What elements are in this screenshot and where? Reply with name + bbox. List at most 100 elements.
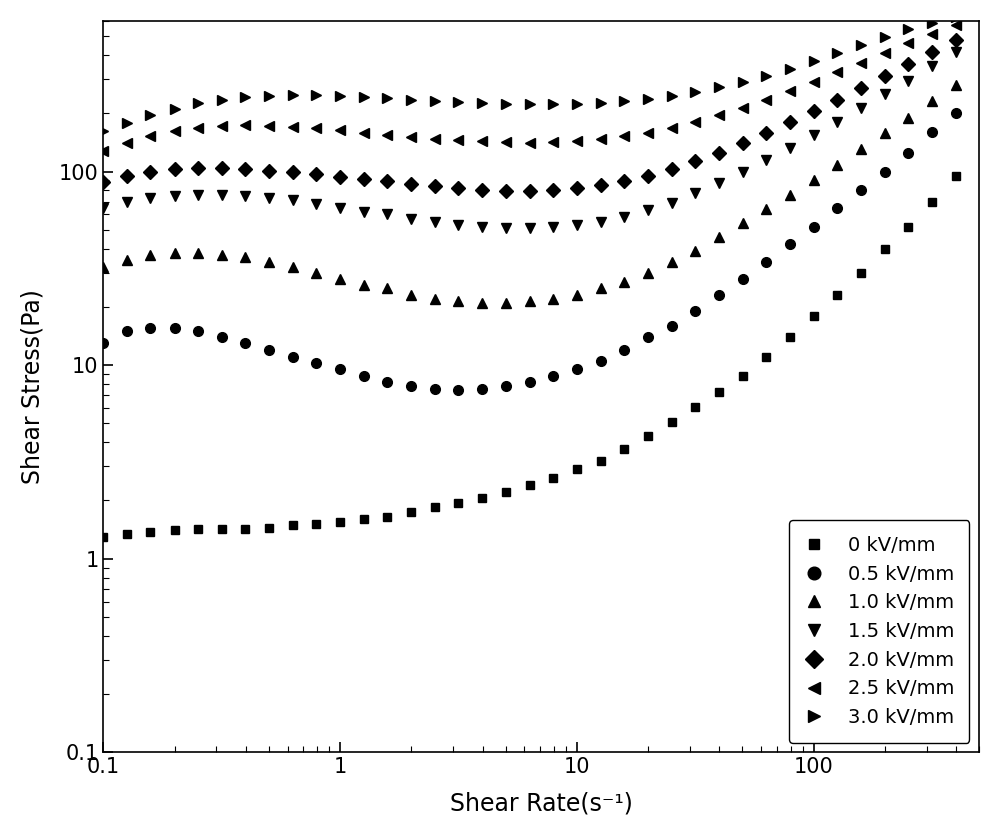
- 2.5 kV/mm: [121, 138, 133, 148]
- 3.0 kV/mm: [169, 104, 181, 115]
- 2.0 kV/mm: [169, 164, 181, 174]
- 1.0 kV/mm: [405, 290, 417, 300]
- 3.0 kV/mm: [216, 94, 228, 104]
- 0 kV/mm: [144, 527, 156, 537]
- 0 kV/mm: [571, 464, 583, 474]
- 2.5 kV/mm: [429, 134, 441, 144]
- 3.0 kV/mm: [784, 64, 796, 74]
- 2.0 kV/mm: [595, 181, 607, 191]
- 1.0 kV/mm: [381, 283, 393, 293]
- 3.0 kV/mm: [855, 40, 867, 50]
- 1.5 kV/mm: [689, 188, 701, 198]
- 2.5 kV/mm: [263, 121, 275, 131]
- 1.5 kV/mm: [263, 193, 275, 203]
- 3.0 kV/mm: [287, 90, 299, 100]
- 0.5 kV/mm: [192, 326, 204, 336]
- 2.0 kV/mm: [666, 164, 678, 174]
- 2.5 kV/mm: [334, 125, 346, 135]
- 1.0 kV/mm: [216, 250, 228, 260]
- 2.5 kV/mm: [169, 126, 181, 136]
- 2.5 kV/mm: [405, 132, 417, 142]
- 0 kV/mm: [831, 290, 843, 300]
- 0.5 kV/mm: [334, 364, 346, 375]
- 3.0 kV/mm: [452, 97, 464, 107]
- 1.5 kV/mm: [216, 190, 228, 200]
- 2.5 kV/mm: [595, 134, 607, 144]
- 2.5 kV/mm: [192, 123, 204, 133]
- 1.0 kV/mm: [902, 113, 914, 123]
- 1.0 kV/mm: [642, 268, 654, 278]
- 0.5 kV/mm: [97, 338, 109, 348]
- 1.5 kV/mm: [808, 130, 820, 140]
- Line: 3.0 kV/mm: 3.0 kV/mm: [98, 12, 961, 135]
- 3.0 kV/mm: [808, 57, 820, 67]
- 1.5 kV/mm: [571, 220, 583, 230]
- 2.0 kV/mm: [642, 171, 654, 181]
- 2.5 kV/mm: [452, 135, 464, 145]
- 2.0 kV/mm: [358, 175, 370, 185]
- 2.0 kV/mm: [855, 83, 867, 93]
- 0.5 kV/mm: [144, 324, 156, 334]
- 0 kV/mm: [618, 444, 630, 454]
- 2.5 kV/mm: [760, 94, 772, 104]
- 3.0 kV/mm: [689, 87, 701, 97]
- 0 kV/mm: [381, 512, 393, 522]
- 1.0 kV/mm: [689, 246, 701, 256]
- 1.0 kV/mm: [263, 257, 275, 268]
- 2.0 kV/mm: [760, 128, 772, 138]
- 0.5 kV/mm: [666, 320, 678, 330]
- 2.5 kV/mm: [737, 103, 749, 113]
- 0 kV/mm: [358, 514, 370, 524]
- 2.5 kV/mm: [784, 86, 796, 96]
- Line: 0.5 kV/mm: 0.5 kV/mm: [98, 109, 961, 395]
- 1.0 kV/mm: [926, 96, 938, 106]
- 3.0 kV/mm: [381, 94, 393, 104]
- 0.5 kV/mm: [737, 273, 749, 283]
- 0 kV/mm: [405, 507, 417, 517]
- 2.0 kV/mm: [97, 177, 109, 187]
- 2.5 kV/mm: [239, 120, 251, 130]
- 1.5 kV/mm: [429, 217, 441, 227]
- 0 kV/mm: [169, 526, 181, 536]
- 0.5 kV/mm: [121, 326, 133, 336]
- 3.0 kV/mm: [97, 126, 109, 136]
- 0 kV/mm: [310, 518, 322, 528]
- 0.5 kV/mm: [547, 371, 559, 381]
- 3.0 kV/mm: [547, 99, 559, 110]
- 2.0 kV/mm: [216, 163, 228, 173]
- 3.0 kV/mm: [524, 99, 536, 110]
- 3.0 kV/mm: [642, 94, 654, 104]
- 0.5 kV/mm: [169, 324, 181, 334]
- 1.0 kV/mm: [358, 280, 370, 290]
- 1.5 kV/mm: [358, 206, 370, 217]
- 2.5 kV/mm: [310, 124, 322, 134]
- 0.5 kV/mm: [618, 344, 630, 354]
- 2.0 kV/mm: [950, 35, 962, 45]
- 0 kV/mm: [239, 523, 251, 533]
- 0.5 kV/mm: [713, 290, 725, 300]
- 1.5 kV/mm: [192, 190, 204, 200]
- 2.5 kV/mm: [571, 135, 583, 145]
- 2.0 kV/mm: [476, 186, 488, 196]
- 1.5 kV/mm: [239, 191, 251, 201]
- Line: 1.0 kV/mm: 1.0 kV/mm: [98, 80, 961, 308]
- 0.5 kV/mm: [358, 371, 370, 381]
- 2.0 kV/mm: [239, 164, 251, 174]
- 3.0 kV/mm: [239, 92, 251, 102]
- 1.5 kV/mm: [169, 191, 181, 201]
- 1.5 kV/mm: [310, 199, 322, 209]
- 0 kV/mm: [642, 431, 654, 441]
- 3.0 kV/mm: [571, 99, 583, 109]
- 2.5 kV/mm: [902, 38, 914, 48]
- 1.5 kV/mm: [381, 210, 393, 220]
- 3.0 kV/mm: [144, 110, 156, 120]
- 1.0 kV/mm: [524, 296, 536, 306]
- 3.0 kV/mm: [476, 99, 488, 109]
- 3.0 kV/mm: [405, 94, 417, 104]
- 1.5 kV/mm: [855, 104, 867, 114]
- 2.0 kV/mm: [737, 138, 749, 148]
- 2.0 kV/mm: [500, 186, 512, 196]
- 3.0 kV/mm: [358, 92, 370, 102]
- 0.5 kV/mm: [950, 108, 962, 118]
- 1.5 kV/mm: [144, 193, 156, 203]
